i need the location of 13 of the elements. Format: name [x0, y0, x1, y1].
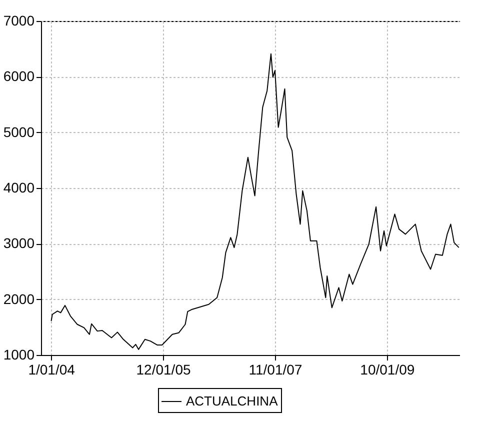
x-tick-label: 11/01/07 — [248, 362, 302, 378]
x-tick-label: 12/01/05 — [136, 362, 191, 378]
y-tick-label: 5000 — [3, 124, 35, 140]
line-series — [50, 53, 460, 350]
y-tick-label: 2000 — [3, 290, 35, 307]
y-tick-label: 7000 — [3, 12, 35, 28]
y-tick-label: 6000 — [3, 68, 35, 84]
x-tick-label: 10/01/09 — [360, 362, 415, 378]
y-tick-label: 3000 — [3, 235, 35, 252]
y-tick-label: 1000 — [3, 346, 35, 362]
y-tick-label: 4000 — [3, 180, 35, 196]
x-tick-label: 1/01/04 — [28, 362, 76, 378]
legend-label: ACTUALCHINA — [186, 394, 278, 408]
